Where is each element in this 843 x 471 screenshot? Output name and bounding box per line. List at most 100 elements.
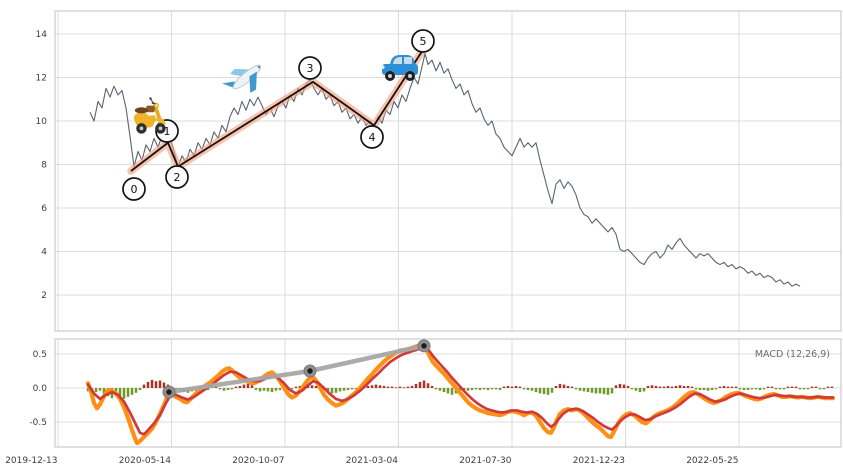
- histogram-bar-negative: [806, 388, 810, 390]
- histogram-bar-positive: [682, 385, 686, 388]
- histogram-bar-positive: [770, 386, 774, 388]
- y-tick-label: 4: [41, 248, 47, 258]
- histogram-bar-negative: [582, 388, 586, 392]
- histogram-bar-negative: [798, 388, 802, 390]
- histogram-bar-negative: [750, 388, 754, 390]
- histogram-bar-negative: [526, 388, 530, 391]
- histogram-bar-positive: [386, 386, 390, 388]
- histogram-bar-positive: [234, 386, 238, 388]
- histogram-bar-negative: [134, 388, 138, 393]
- histogram-bar-positive: [158, 380, 162, 388]
- car-icon: [381, 55, 418, 81]
- histogram-bar-negative: [86, 388, 90, 392]
- histogram-bar-negative: [610, 388, 614, 394]
- histogram-bar-negative: [230, 388, 234, 390]
- histogram-bar-positive: [554, 385, 558, 388]
- histogram-bar-negative: [98, 388, 102, 391]
- histogram-bar-negative: [590, 388, 594, 393]
- wave-point-circle-2: [165, 165, 189, 189]
- histogram-bar-negative: [638, 388, 642, 393]
- histogram-bar-positive: [410, 385, 414, 388]
- x-tick-label: 2019-12-13: [5, 456, 57, 466]
- momentum-dot-core: [307, 368, 313, 374]
- histogram-bar-negative: [482, 388, 486, 390]
- wave-point-circle-0: [122, 177, 146, 201]
- histogram-bar-positive: [402, 387, 406, 389]
- histogram-bar-negative: [122, 388, 126, 399]
- histogram-bar-positive: [718, 386, 722, 388]
- histogram-bar-negative: [534, 388, 538, 393]
- histogram-bar-negative: [522, 388, 526, 390]
- histogram-bar-negative: [290, 388, 294, 390]
- histogram-bar-negative: [254, 388, 258, 391]
- histogram-bar-negative: [326, 388, 330, 392]
- histogram-bar-positive: [626, 385, 630, 388]
- histogram-bar-negative: [706, 388, 710, 391]
- histogram-bar-negative: [478, 388, 482, 391]
- histogram-bar-negative: [574, 388, 578, 390]
- histogram-bar-positive: [418, 381, 422, 388]
- histogram-bar-positive: [406, 386, 410, 388]
- histogram-bar-positive: [510, 386, 514, 388]
- histogram-bar-negative: [494, 388, 498, 390]
- histogram-bar-positive: [678, 385, 682, 388]
- histogram-bar-positive: [242, 384, 246, 388]
- histogram-bar-negative: [438, 388, 442, 391]
- histogram-bar-negative: [278, 388, 282, 391]
- y-tick-label: 0.5: [33, 350, 47, 360]
- histogram-bar-positive: [150, 379, 154, 388]
- wave-point-number-3: 3: [307, 62, 314, 75]
- price-line: [89, 53, 801, 287]
- histogram-bar-positive: [298, 385, 302, 388]
- macd-panel-border: [54, 338, 842, 448]
- histogram-bar-negative: [474, 388, 478, 390]
- histogram-bar-negative: [258, 388, 262, 392]
- histogram-bar-negative: [206, 388, 210, 391]
- histogram-bar-negative: [598, 388, 602, 394]
- histogram-bar-positive: [154, 381, 158, 388]
- histogram-bar-negative: [130, 388, 134, 395]
- histogram-bar-positive: [506, 385, 510, 388]
- x-tick-label: 2021-03-04: [346, 456, 399, 466]
- histogram-bar-positive: [734, 386, 738, 388]
- histogram-bar-positive: [246, 383, 250, 388]
- x-tick-label: 2022-05-25: [686, 456, 738, 466]
- histogram-bar-negative: [350, 388, 354, 390]
- histogram-bar-positive: [794, 386, 798, 388]
- gridlines: [55, 11, 841, 447]
- histogram-bar-negative: [698, 388, 702, 391]
- histogram-bar-negative: [550, 388, 554, 393]
- x-tick-label: 2020-05-14: [119, 456, 172, 466]
- wave-point-number-5: 5: [420, 35, 427, 48]
- wave-point-number-1: 1: [164, 125, 171, 138]
- y-tick-label: -0.5: [29, 418, 47, 428]
- histogram-bar-negative: [530, 388, 534, 391]
- histogram-bar-negative: [118, 388, 122, 398]
- histogram-bar-positive: [674, 385, 678, 388]
- histogram-bar-positive: [238, 385, 242, 388]
- histogram-bar-negative: [594, 388, 598, 394]
- histogram-bar-negative: [742, 388, 746, 391]
- histogram-bar-negative: [738, 388, 742, 390]
- histogram-bar-negative: [714, 388, 718, 390]
- histogram-bar-positive: [566, 385, 570, 388]
- histogram-bar-positive: [382, 385, 386, 388]
- histogram-bar-positive: [366, 385, 370, 388]
- wave-point-circle-5: [411, 29, 435, 53]
- histogram-bar-positive: [390, 386, 394, 388]
- y-tick-label: 12: [36, 74, 47, 84]
- histogram-bar-negative: [578, 388, 582, 391]
- histogram-bar-negative: [442, 388, 446, 393]
- histogram-bar-positive: [514, 385, 518, 388]
- histogram-bar-positive: [518, 386, 522, 388]
- histogram-bar-positive: [394, 387, 398, 389]
- histogram-bar-negative: [338, 388, 342, 392]
- histogram-bar-negative: [746, 388, 750, 391]
- histogram-bar-negative: [774, 388, 778, 390]
- histogram-bar-negative: [802, 388, 806, 390]
- histogram-bar-negative: [602, 388, 606, 395]
- histogram-bar-negative: [778, 388, 782, 390]
- y-tick-label: 10: [36, 117, 48, 127]
- histogram-bar-positive: [722, 385, 726, 388]
